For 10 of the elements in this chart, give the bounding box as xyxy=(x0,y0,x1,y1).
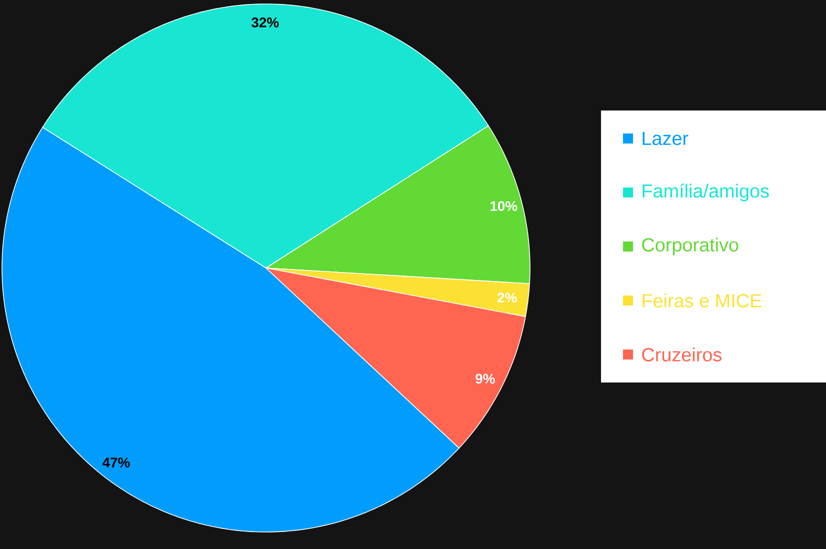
legend-label: Cruzeiros xyxy=(642,348,722,362)
data-label: 2% xyxy=(497,292,517,303)
legend-label: Família/amigos xyxy=(642,184,769,202)
legend-label: Feiras e MICE xyxy=(642,294,762,308)
data-label: 47% xyxy=(102,458,130,468)
data-label: 9% xyxy=(476,374,495,384)
legend-label: Corporativo xyxy=(642,238,738,256)
data-label: 32% xyxy=(252,18,279,28)
data-label: 10% xyxy=(490,201,518,212)
legend-label: Lazer xyxy=(642,132,688,146)
